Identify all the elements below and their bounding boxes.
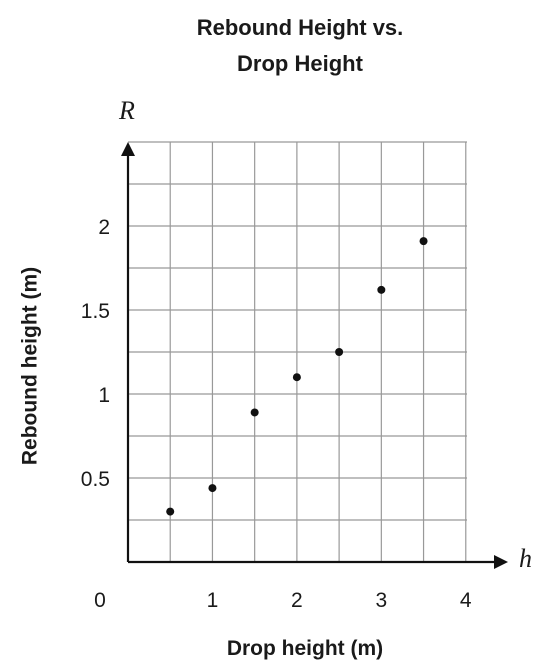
x-axis-label: Drop height (m): [226, 637, 384, 660]
y-tick-label: 1: [98, 384, 110, 407]
y-tick-label: 0.5: [81, 468, 110, 491]
y-tick-label: 1.5: [81, 300, 110, 323]
data-point: [208, 484, 217, 493]
data-point: [292, 373, 301, 382]
y-axis-label: Rebound height (m): [18, 266, 42, 466]
origin-label: 0: [94, 589, 106, 612]
x-tick-label: 3: [375, 589, 387, 612]
x-tick-label: 1: [207, 589, 219, 612]
data-point: [335, 348, 344, 356]
y-axis-symbol: R: [119, 96, 135, 125]
y-axis-arrow: [121, 142, 135, 156]
y-tick-label: 2: [98, 216, 110, 239]
chart-title-line-1: Rebound Height vs.: [196, 15, 404, 40]
x-axis-symbol: h: [519, 544, 532, 573]
data-point: [166, 507, 175, 516]
x-axis-arrow: [494, 555, 508, 569]
data-point: [419, 237, 428, 246]
x-tick-label: 4: [460, 589, 472, 612]
chart-title-line-2: Drop Height: [237, 51, 363, 76]
data-point: [377, 285, 386, 294]
data-point: [250, 408, 259, 417]
x-tick-label: 2: [291, 589, 303, 612]
